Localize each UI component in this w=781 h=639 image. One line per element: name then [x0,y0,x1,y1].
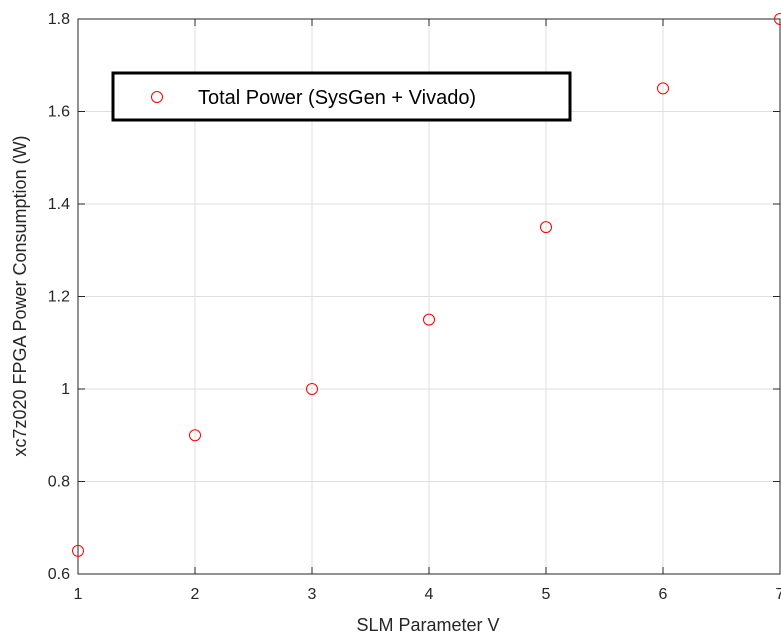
x-tick-label: 5 [542,586,551,603]
data-point [540,221,552,234]
x-tick-label: 1 [74,586,83,603]
legend-marker [151,91,163,103]
data-point [423,313,435,326]
y-tick-label: 1 [61,381,70,398]
legend-entry-label: Total Power (SysGen + Vivado) [198,87,476,109]
x-tick-label: 7 [776,586,781,603]
data-point [306,383,318,395]
x-tick-label: 3 [308,586,317,603]
y-tick-label: 0.6 [48,566,70,583]
x-tick-label: 6 [659,586,668,603]
y-tick-label: 1.8 [48,11,70,28]
y-tick-label: 0.8 [48,474,70,491]
data-point [774,13,781,25]
x-tick-labels: 1 2 3 4 5 6 7 [74,586,781,603]
data-points [72,13,781,557]
y-tick-label: 1.6 [48,104,70,121]
legend: Total Power (SysGen + Vivado) [111,71,572,122]
axes [77,18,781,575]
legend-box [111,71,572,122]
y-tick-label: 1.2 [48,289,70,306]
data-point [72,544,84,557]
y-tick-labels: 0.6 0.8 1 1.2 1.4 1.6 1.8 [48,11,70,583]
y-axis-label: xc7z020 FPGA Power Consumption (W) [10,135,30,456]
data-point [189,429,201,442]
data-point [657,82,669,95]
x-tick-label: 4 [425,586,434,603]
x-tick-label: 2 [191,586,200,603]
x-axis-label: SLM Parameter V [356,615,499,635]
y-tick-label: 1.4 [48,196,70,213]
